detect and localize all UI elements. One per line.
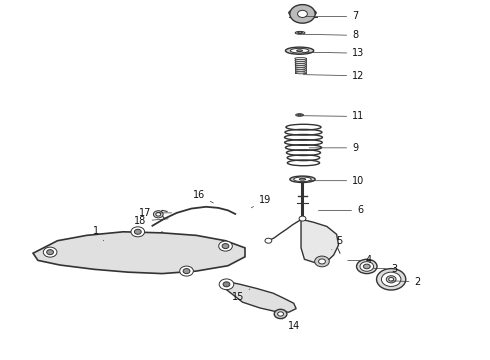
Circle shape <box>219 241 232 251</box>
Circle shape <box>183 269 190 274</box>
Polygon shape <box>223 281 296 312</box>
Ellipse shape <box>289 9 316 17</box>
Circle shape <box>297 10 307 18</box>
Circle shape <box>222 244 229 249</box>
Text: 15: 15 <box>232 289 250 302</box>
Ellipse shape <box>295 70 306 72</box>
Text: 6: 6 <box>318 205 363 215</box>
Circle shape <box>156 212 161 216</box>
Circle shape <box>315 256 329 267</box>
Text: 4: 4 <box>348 255 372 265</box>
Circle shape <box>389 278 393 281</box>
Text: 2: 2 <box>392 277 421 287</box>
Text: 16: 16 <box>193 190 213 203</box>
Ellipse shape <box>295 66 306 68</box>
Text: 8: 8 <box>303 30 358 40</box>
Ellipse shape <box>364 264 370 269</box>
Ellipse shape <box>286 47 314 54</box>
Ellipse shape <box>296 50 302 51</box>
Text: 5: 5 <box>332 237 343 249</box>
Ellipse shape <box>295 64 306 66</box>
Ellipse shape <box>299 179 306 180</box>
Text: 18: 18 <box>134 216 168 226</box>
Circle shape <box>223 282 230 287</box>
Circle shape <box>274 309 287 319</box>
Ellipse shape <box>295 62 306 64</box>
Ellipse shape <box>297 32 302 33</box>
Text: 11: 11 <box>302 111 365 121</box>
Circle shape <box>318 259 325 264</box>
Circle shape <box>47 249 53 255</box>
Circle shape <box>153 211 163 218</box>
Ellipse shape <box>290 48 309 53</box>
Circle shape <box>278 312 284 316</box>
Circle shape <box>386 276 396 283</box>
Ellipse shape <box>295 59 306 62</box>
Circle shape <box>43 247 57 257</box>
Text: 3: 3 <box>373 264 397 274</box>
Text: 9: 9 <box>309 143 358 153</box>
Ellipse shape <box>294 177 311 181</box>
Ellipse shape <box>297 114 301 116</box>
Ellipse shape <box>295 114 303 116</box>
Circle shape <box>381 272 401 287</box>
Circle shape <box>376 269 406 290</box>
Circle shape <box>180 266 194 276</box>
Text: 12: 12 <box>303 71 365 81</box>
Polygon shape <box>301 219 339 263</box>
Circle shape <box>131 227 145 237</box>
Polygon shape <box>33 232 245 274</box>
Ellipse shape <box>295 31 305 34</box>
Ellipse shape <box>360 262 374 271</box>
Ellipse shape <box>294 58 306 60</box>
Text: 14: 14 <box>282 319 300 331</box>
Ellipse shape <box>295 72 306 74</box>
Circle shape <box>299 216 306 221</box>
Ellipse shape <box>357 259 377 274</box>
Circle shape <box>290 5 315 23</box>
Circle shape <box>134 229 141 234</box>
Circle shape <box>265 238 272 243</box>
Ellipse shape <box>290 176 315 183</box>
Text: 17: 17 <box>139 208 172 218</box>
Text: 10: 10 <box>309 176 365 186</box>
Text: 19: 19 <box>251 195 271 208</box>
Ellipse shape <box>295 68 306 70</box>
Text: 1: 1 <box>93 226 104 241</box>
Text: 7: 7 <box>305 12 359 21</box>
Text: 13: 13 <box>302 48 365 58</box>
Circle shape <box>219 279 234 290</box>
